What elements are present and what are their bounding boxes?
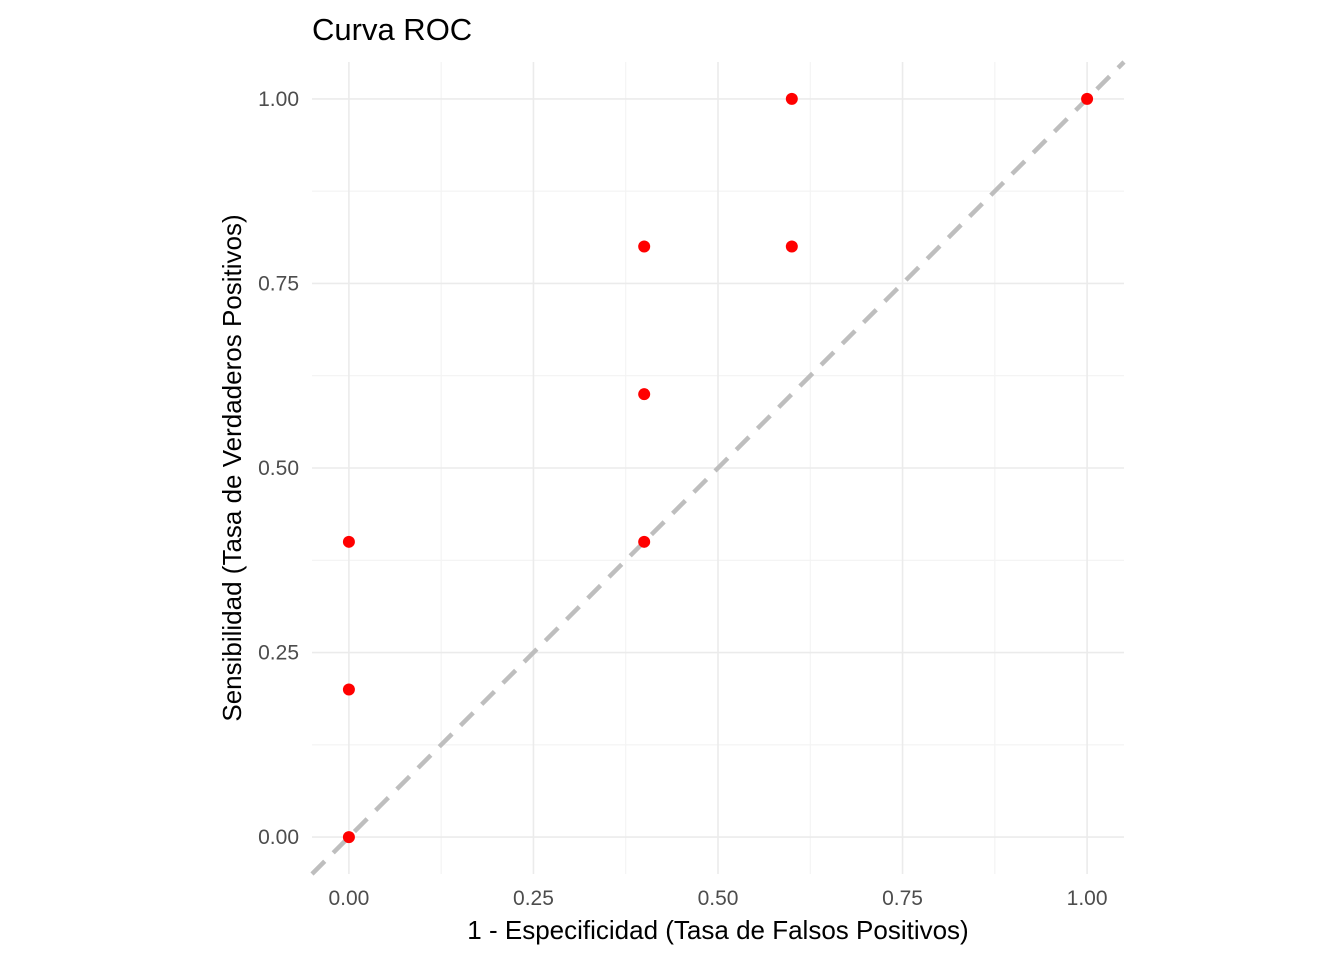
data-points [342,92,1094,844]
x-tick-label: 0.50 [698,887,739,910]
diagonal-reference-line [310,60,1126,876]
major-gridlines [312,62,1124,874]
roc-point [638,240,651,253]
roc-point [342,683,355,696]
roc-point [342,831,355,844]
chart-title: Curva ROC [312,12,472,47]
roc-point [638,535,651,548]
x-tick-label: 0.00 [328,887,369,910]
roc-point [785,92,798,105]
x-tick-label: 0.75 [882,887,923,910]
y-tick-label: 0.75 [258,272,299,295]
x-tick-label: 0.25 [513,887,554,910]
y-tick-label: 0.50 [258,457,299,480]
x-tick-label: 1.00 [1067,887,1108,910]
y-axis-title: Sensibilidad (Tasa de Verdaderos Positiv… [217,214,247,721]
y-tick-label: 1.00 [258,88,299,111]
y-tick-label: 0.00 [258,826,299,849]
y-tick-label: 0.25 [258,642,299,665]
roc-point [785,240,798,253]
y-tick-labels: 0.00 0.25 0.50 0.75 1.00 [258,88,299,849]
x-axis-title: 1 - Especificidad (Tasa de Falsos Positi… [467,915,968,945]
roc-point [638,388,651,401]
reference-line [310,60,1126,876]
x-tick-labels: 0.00 0.25 0.50 0.75 1.00 [328,887,1107,910]
roc-point [1081,92,1094,105]
roc-point [342,535,355,548]
